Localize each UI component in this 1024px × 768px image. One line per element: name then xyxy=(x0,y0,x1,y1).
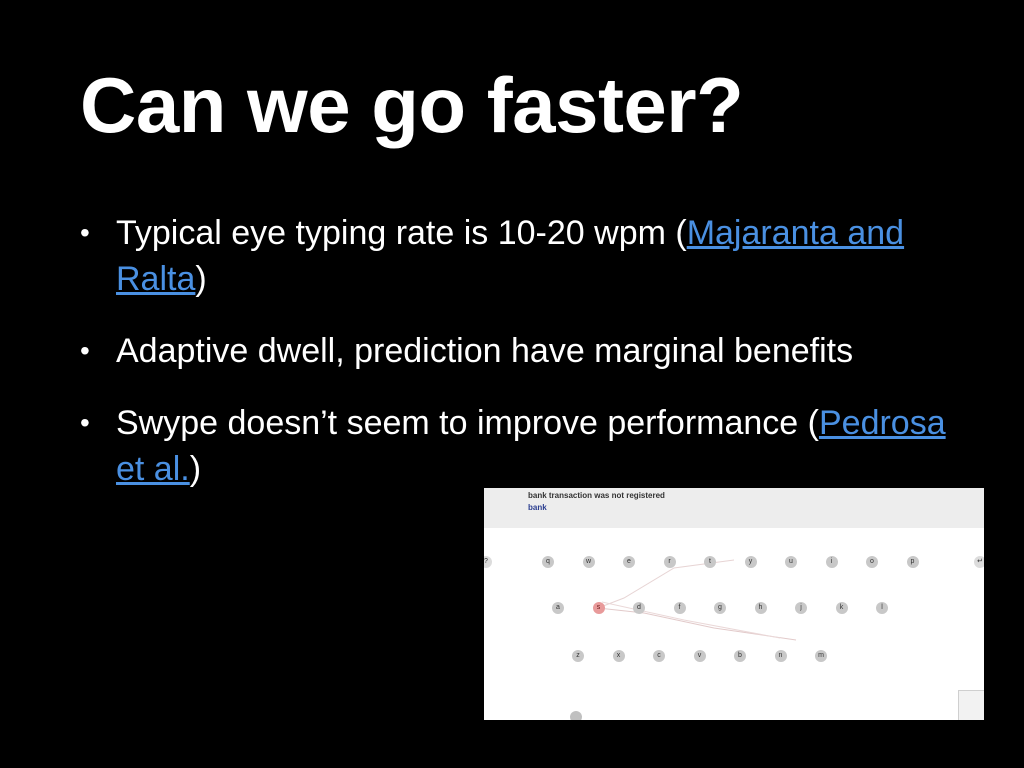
key-i[interactable]: i xyxy=(825,556,838,568)
key-y[interactable]: y xyxy=(744,556,757,568)
key-z[interactable]: z xyxy=(572,650,584,662)
key-j[interactable]: j xyxy=(795,602,807,614)
eye-typing-keyboard-screenshot: bank transaction was not registered bank… xyxy=(484,488,984,720)
majaranta-link[interactable]: Majaranta and Ralta xyxy=(116,214,905,298)
slider-knob[interactable] xyxy=(570,711,582,720)
slide-title: Can we go faster? xyxy=(80,61,744,149)
key-u[interactable]: u xyxy=(785,556,797,568)
key-f[interactable]: f xyxy=(673,602,686,614)
key-a[interactable]: a xyxy=(552,602,564,614)
bullet-dot: • xyxy=(80,217,90,248)
bullet-text-close: ) xyxy=(189,450,202,488)
bullet-dot: • xyxy=(80,335,90,366)
key-m[interactable]: m xyxy=(815,650,827,662)
bullet-text-close: ) xyxy=(195,260,207,298)
key-p[interactable]: p xyxy=(906,556,919,568)
bullet-list: • Typical eye typing rate is 10-20 wpm (… xyxy=(80,210,960,518)
shot-header: bank transaction was not registered bank xyxy=(484,488,984,528)
typed-text: bank xyxy=(528,503,547,512)
key-d[interactable]: d xyxy=(633,602,645,614)
key-e[interactable]: e xyxy=(623,556,635,568)
key-n[interactable]: n xyxy=(774,650,787,662)
key-help[interactable]: ? xyxy=(484,556,492,568)
key-b[interactable]: b xyxy=(734,650,746,662)
corner-panel xyxy=(958,690,984,720)
target-sentence: bank transaction was not registered xyxy=(528,491,665,500)
key-l[interactable]: l xyxy=(876,602,888,614)
pedrosa-link[interactable]: Pedrosa et al. xyxy=(116,404,946,488)
key-q[interactable]: q xyxy=(542,556,554,568)
key-v[interactable]: v xyxy=(693,650,706,662)
key-x[interactable]: x xyxy=(612,650,625,662)
bullet-text: Typical eye typing rate is 10-20 wpm ( xyxy=(116,214,687,252)
bullet-typing-rate: • Typical eye typing rate is 10-20 wpm (… xyxy=(80,210,960,302)
bullet-swype: • Swype doesn’t seem to improve performa… xyxy=(80,400,960,492)
bullet-dot: • xyxy=(80,407,90,438)
bullet-text: Adaptive dwell, prediction have marginal… xyxy=(116,332,854,370)
key-t[interactable]: t xyxy=(704,556,716,568)
key-w[interactable]: w xyxy=(582,556,595,568)
bullet-text: Swype doesn’t seem to improve performanc… xyxy=(116,404,819,442)
key-enter[interactable]: ↵ xyxy=(974,556,984,568)
key-c[interactable]: c xyxy=(653,650,665,662)
key-h[interactable]: h xyxy=(754,602,767,614)
key-k[interactable]: k xyxy=(835,602,848,614)
key-g[interactable]: g xyxy=(714,602,726,614)
key-s[interactable]: s xyxy=(592,602,605,614)
key-r[interactable]: r xyxy=(663,556,676,568)
key-o[interactable]: o xyxy=(866,556,878,568)
bullet-adaptive-dwell: • Adaptive dwell, prediction have margin… xyxy=(80,328,960,374)
